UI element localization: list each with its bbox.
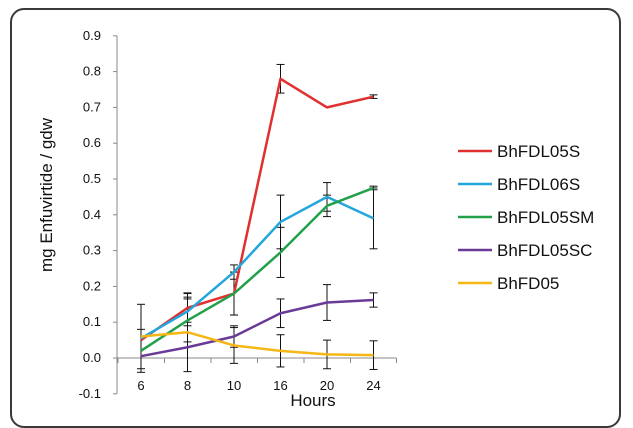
legend-item: BhFDL05SC <box>458 241 592 260</box>
legend-item: BhFDL05SM <box>458 208 594 227</box>
x-tick-label: 6 <box>137 378 144 393</box>
series-line-bhfdl05sm <box>140 186 374 352</box>
y-tick-label: -0.1 <box>79 386 101 401</box>
legend-item: BhFD05 <box>458 274 559 293</box>
x-tick-label: 20 <box>320 378 334 393</box>
series-line-bhfdl05sc <box>140 298 374 358</box>
series-line-bhfd05 <box>140 330 374 357</box>
legend-label: BhFD05 <box>497 274 559 293</box>
legend-item: BhFDL05S <box>458 142 580 161</box>
line-chart: -0.1 0.0 0.1 0.2 0.3 0.4 0.5 0.6 0.7 0.8 0.9 6 8 10 16… <box>37 28 594 410</box>
legend-label: BhFDL06S <box>497 175 580 194</box>
legend-label: BhFDL05S <box>497 142 580 161</box>
axes: -0.1 0.0 0.1 0.2 0.3 0.4 0.5 0.6 0.7 0.8 0.9 6 8 10 16… <box>79 28 397 401</box>
y-tick-label: 0.6 <box>83 135 101 150</box>
y-tick-label: 0.2 <box>83 278 101 293</box>
y-tick-label: 0.3 <box>83 243 101 258</box>
y-tick-label: 0.8 <box>83 64 101 79</box>
x-tick-label: 24 <box>366 378 380 393</box>
y-tick-label: 0.0 <box>83 350 101 365</box>
y-tick-label: 0.5 <box>83 171 101 186</box>
series-line-bhfdl05s <box>140 77 374 342</box>
y-tick-label: 0.4 <box>83 207 101 222</box>
legend: BhFDL05S BhFDL06S BhFDL05SM BhFDL05SC BhFD05 <box>458 142 594 293</box>
legend-label: BhFDL05SC <box>497 241 592 260</box>
x-tick-label: 10 <box>227 378 241 393</box>
x-tick-label: 16 <box>273 378 287 393</box>
y-tick-label: 0.9 <box>83 28 101 43</box>
x-tick-label: 8 <box>184 378 191 393</box>
series-line-bhfdl06s <box>140 195 375 340</box>
y-axis-title: mg Enfuvirtide / gdw <box>37 117 56 272</box>
x-axis-title: Hours <box>290 391 335 410</box>
legend-item: BhFDL06S <box>458 175 580 194</box>
series-lines <box>140 77 375 358</box>
y-tick-label: 0.7 <box>83 99 101 114</box>
y-tick-label: 0.1 <box>83 314 101 329</box>
legend-label: BhFDL05SM <box>497 208 594 227</box>
